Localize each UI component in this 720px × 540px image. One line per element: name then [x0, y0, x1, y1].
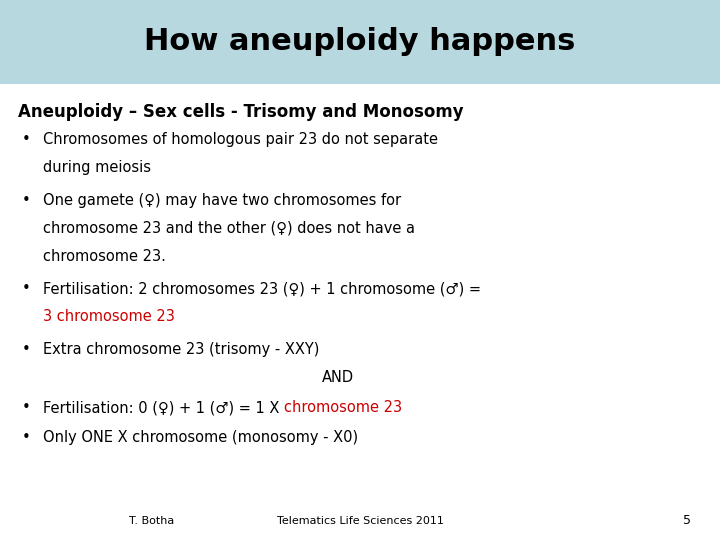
- Text: during meiosis: during meiosis: [43, 160, 151, 176]
- Text: 3 chromosome 23: 3 chromosome 23: [43, 309, 175, 325]
- Text: •: •: [22, 132, 30, 147]
- Text: Fertilisation: 0 (♀) + 1 (♂) = 1 X: Fertilisation: 0 (♀) + 1 (♂) = 1 X: [43, 400, 284, 415]
- Text: AND: AND: [323, 370, 354, 385]
- Text: •: •: [22, 193, 30, 208]
- Text: Only ONE X chromosome (monosomy - X0): Only ONE X chromosome (monosomy - X0): [43, 430, 359, 445]
- FancyBboxPatch shape: [0, 0, 720, 84]
- Text: 5: 5: [683, 514, 691, 526]
- Text: One gamete (♀) may have two chromosomes for: One gamete (♀) may have two chromosomes …: [43, 193, 401, 208]
- Text: chromosome 23.: chromosome 23.: [43, 249, 166, 264]
- Text: •: •: [22, 400, 30, 415]
- Text: •: •: [22, 430, 30, 445]
- Text: Aneuploidy – Sex cells - Trisomy and Monosomy: Aneuploidy – Sex cells - Trisomy and Mon…: [18, 103, 464, 120]
- Text: chromosome 23: chromosome 23: [284, 400, 402, 415]
- Text: Extra chromosome 23 (trisomy - XXY): Extra chromosome 23 (trisomy - XXY): [43, 342, 320, 357]
- Text: chromosome 23 and the other (♀) does not have a: chromosome 23 and the other (♀) does not…: [43, 221, 415, 236]
- Text: Chromosomes of homologous pair 23 do not separate: Chromosomes of homologous pair 23 do not…: [43, 132, 438, 147]
- Text: •: •: [22, 281, 30, 296]
- Text: How aneuploidy happens: How aneuploidy happens: [144, 28, 576, 56]
- Text: Fertilisation: 2 chromosomes 23 (♀) + 1 chromosome (♂) =: Fertilisation: 2 chromosomes 23 (♀) + 1 …: [43, 281, 481, 296]
- Text: •: •: [22, 342, 30, 357]
- Text: Telematics Life Sciences 2011: Telematics Life Sciences 2011: [276, 516, 444, 526]
- Text: T. Botha: T. Botha: [129, 516, 174, 526]
